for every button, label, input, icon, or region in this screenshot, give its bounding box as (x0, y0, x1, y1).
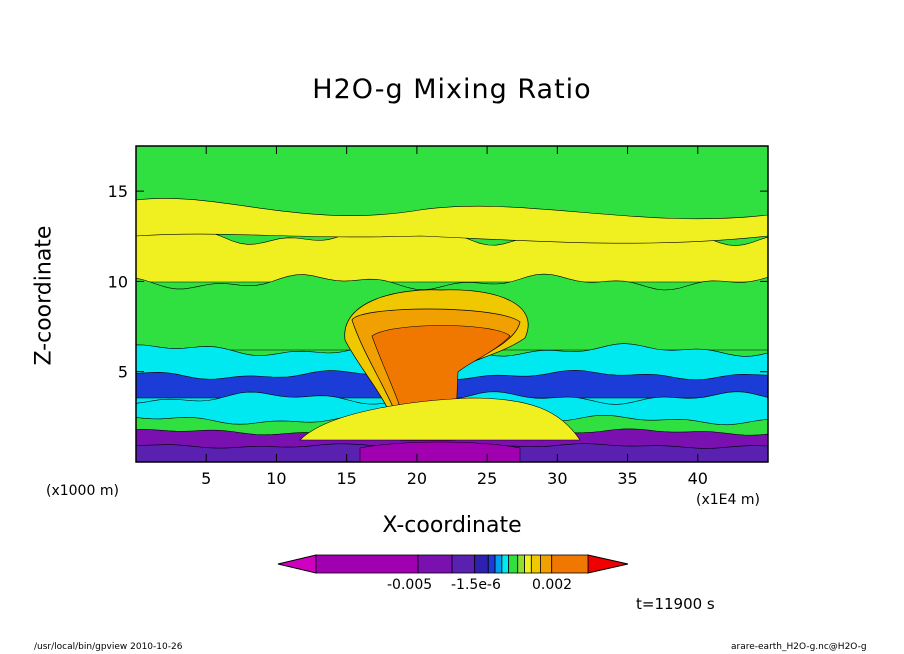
x-tick-label: 40 (688, 469, 708, 488)
band-yellow-mid (136, 198, 768, 244)
colorbar-swatch (474, 554, 489, 574)
y-tick-label: 5 (118, 363, 128, 382)
x-tick-label: 15 (336, 469, 356, 488)
base-magenta (359, 441, 521, 462)
colorbar (277, 554, 629, 574)
colorbar-swatch (501, 554, 510, 574)
colorbar-swatch (487, 554, 496, 574)
y-axis-label: Z-coordinate (31, 225, 57, 366)
x-axis: 5 10 15 20 25 30 35 40 (201, 146, 708, 488)
x-axis-label: X-coordinate (382, 513, 522, 538)
x-tick-label: 25 (477, 469, 497, 488)
x-unit-left-label: (x1000 m) (46, 483, 119, 499)
boundary-layer-yellow (299, 397, 581, 441)
x-tick-label: 30 (547, 469, 567, 488)
x-tick-label: 10 (266, 469, 286, 488)
colorbar-tick-label: -0.005 (387, 577, 433, 593)
x-unit-right-label: (x1E4 m) (696, 492, 760, 508)
x-tick-label: 5 (201, 469, 211, 488)
time-label: t=11900 s (636, 595, 715, 613)
y-tick-label: 15 (108, 182, 128, 201)
colorbar-swatch (530, 554, 541, 574)
colorbar-swatch (517, 554, 525, 574)
colorbar-swatch (540, 554, 553, 574)
plot-frame (135, 145, 769, 463)
footer-source: arare-earth_H2O-g.nc@H2O-g (731, 642, 867, 652)
colorbar-extend-right (587, 554, 629, 574)
colorbar-tick-label: 0.002 (532, 577, 573, 593)
footer-path: /usr/local/bin/gpview 2010-10-26 (34, 642, 183, 652)
contour-field (136, 146, 768, 462)
colorbar-swatch (315, 554, 419, 574)
colorbar-tick-label: -1.5e-6 (451, 577, 501, 593)
x-tick-label: 35 (617, 469, 637, 488)
y-axis: 5 10 15 (108, 182, 768, 382)
chart-title: H2O-g Mixing Ratio (312, 74, 592, 105)
colorbar-swatch (417, 554, 453, 574)
colorbar-swatch (451, 554, 476, 574)
x-tick-label: 20 (407, 469, 427, 488)
colorbar-extend-left (277, 554, 317, 574)
colorbar-swatch (524, 554, 532, 574)
y-tick-label: 10 (108, 272, 128, 291)
colorbar-swatch (494, 554, 503, 574)
colorbar-swatch (508, 554, 519, 574)
colorbar-swatch (551, 554, 589, 574)
